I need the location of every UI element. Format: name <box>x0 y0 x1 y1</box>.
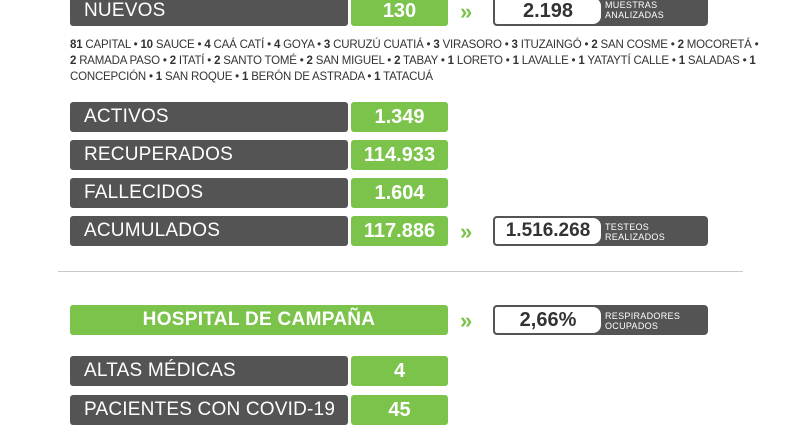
recuperados-value: 114.933 <box>351 140 448 170</box>
double-chevron-icon: » <box>460 219 473 244</box>
altas-medicas-label: ALTAS MÉDICAS <box>70 356 348 386</box>
testeos-value: 1.516.268 <box>495 218 601 244</box>
nuevos-label: NUEVOS <box>70 0 348 26</box>
pacientes-covid-value: 45 <box>351 395 448 425</box>
pacientes-covid-label: PACIENTES CON COVID-19 <box>70 395 348 425</box>
double-chevron-icon: » <box>460 308 473 333</box>
respiradores-caption-line1: RESPIRADORES <box>605 311 681 321</box>
testeos-caption-line2: REALIZADOS <box>605 232 666 242</box>
section-divider <box>58 271 743 272</box>
localidades-text: 81 CAPITAL • 10 SAUCE • 4 CAÁ CATÍ • 4 G… <box>70 39 759 83</box>
nuevos-value: 130 <box>351 0 448 26</box>
respiradores-pill: 2,66% RESPIRADORES OCUPADOS <box>493 305 708 335</box>
altas-medicas-value: 4 <box>351 356 448 386</box>
testeos-pill: 1.516.268 TESTEOS REALIZADOS <box>493 216 708 246</box>
respiradores-caption: RESPIRADORES OCUPADOS <box>605 311 705 331</box>
fallecidos-value: 1.604 <box>351 178 448 208</box>
respiradores-value: 2,66% <box>495 307 601 333</box>
fallecidos-label: FALLECIDOS <box>70 178 348 208</box>
muestras-value: 2.198 <box>495 0 601 24</box>
muestras-pill: 2.198 MUESTRAS ANALIZADAS <box>493 0 708 26</box>
muestras-caption-line1: MUESTRAS <box>605 0 658 10</box>
recuperados-label: RECUPERADOS <box>70 140 348 170</box>
acumulados-value: 117.886 <box>351 216 448 246</box>
hospital-title: HOSPITAL DE CAMPAÑA <box>70 305 448 335</box>
double-chevron-icon: » <box>460 0 473 24</box>
muestras-caption: MUESTRAS ANALIZADAS <box>605 0 705 20</box>
muestras-caption-line2: ANALIZADAS <box>605 10 665 20</box>
testeos-caption-line1: TESTEOS <box>605 222 650 232</box>
respiradores-caption-line2: OCUPADOS <box>605 321 659 331</box>
acumulados-label: ACUMULADOS <box>70 216 348 246</box>
testeos-caption: TESTEOS REALIZADOS <box>605 222 705 242</box>
activos-value: 1.349 <box>351 102 448 132</box>
activos-label: ACTIVOS <box>70 102 348 132</box>
